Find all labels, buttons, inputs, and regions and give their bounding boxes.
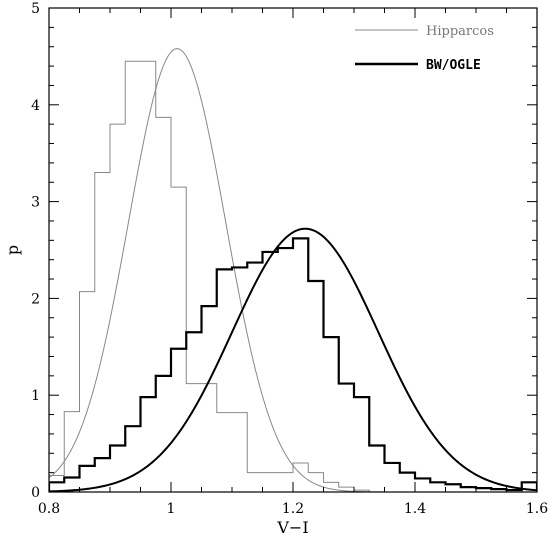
plot-area <box>49 48 537 492</box>
x-tick-label: 1.2 <box>282 501 304 517</box>
x-tick-label: 1.6 <box>526 501 548 517</box>
legend: Hipparcos BW/OGLE <box>355 24 494 73</box>
histogram-bw-ogle <box>49 237 537 492</box>
y-tick-label: 0 <box>31 485 40 501</box>
histogram-hipparcos <box>49 60 385 492</box>
y-axis-label: p <box>3 245 22 255</box>
gaussian-fit-hipparcos <box>49 48 537 492</box>
axes-frame <box>48 7 538 493</box>
y-tick-label: 5 <box>31 1 40 17</box>
y-tick-label: 4 <box>31 98 40 114</box>
gaussian-fit-bw-ogle <box>49 227 537 492</box>
x-tick-label: 1 <box>167 501 176 517</box>
legend-label-bw-ogle: BW/OGLE <box>426 58 481 73</box>
x-axis-label: V−I <box>276 518 308 537</box>
y-tick-label: 1 <box>31 388 40 404</box>
axis-ticks: 0.8 1 1.2 1.4 1.6 0 1 2 3 4 5 <box>31 1 548 517</box>
y-tick-label: 2 <box>31 291 40 307</box>
x-tick-label: 1.4 <box>404 501 426 517</box>
x-tick-label: 0.8 <box>38 501 60 517</box>
y-tick-label: 3 <box>31 195 40 211</box>
legend-label-hipparcos: Hipparcos <box>426 24 494 39</box>
